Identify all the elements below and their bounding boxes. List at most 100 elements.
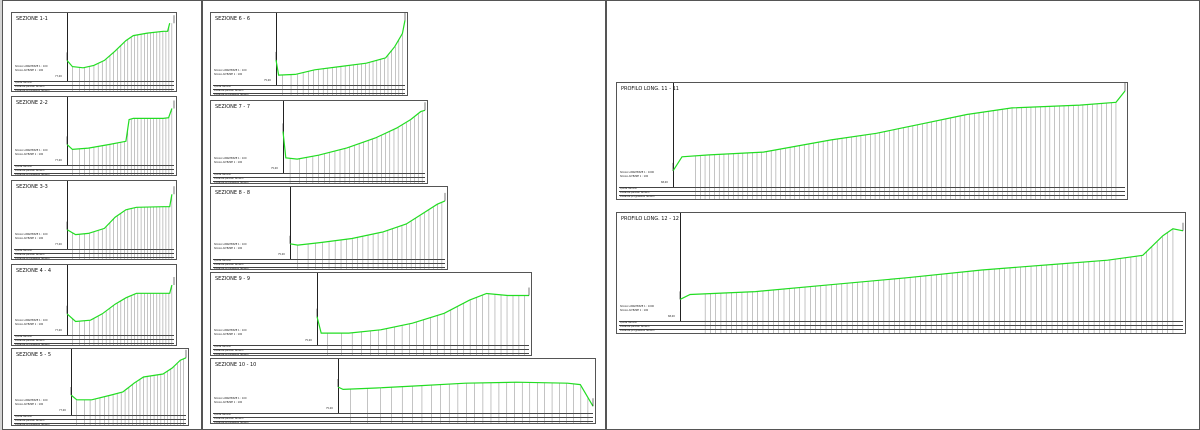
datum-quota-label: 77,00 — [55, 243, 62, 246]
table-rule — [213, 345, 529, 346]
section-frame: PROFILO LONG. 12 - 12 SCALA LUNGHEZZE 1 :… — [616, 212, 1186, 334]
scale-lengths-label: SCALA LUNGHEZZE 1 : 100 — [214, 243, 247, 246]
table-rule — [213, 349, 529, 350]
datum-quota-label: 77,00 — [55, 75, 62, 78]
scale-lengths-label: SCALA LUNGHEZZE 1 : 100 — [214, 397, 247, 400]
scale-lengths-label: SCALA LUNGHEZZE 1 : 100 — [214, 157, 247, 160]
table-row-label: Distanze parziali Terreno — [214, 417, 244, 420]
separator-line — [67, 181, 68, 249]
ground-profile-line — [282, 109, 426, 160]
table-rule — [619, 321, 1183, 322]
section-title: SEZIONE 3-3 — [16, 184, 48, 190]
table-row-label: Distanze parziali Terreno — [214, 263, 244, 266]
scale-heights-label: SCALA ALTEZZE 1 : 100 — [620, 175, 649, 178]
scale-heights-label: SCALA ALTEZZE 1 : 100 — [15, 237, 44, 240]
table-rule — [619, 191, 1125, 192]
table-row-label: Quote Terreno — [214, 413, 231, 416]
datum-quota-label: 68,00 — [661, 181, 668, 184]
separator-line — [67, 13, 68, 81]
section-frame: SEZIONE 2-2 SCALA LUNGHEZZE 1 : 100 SCALA … — [11, 96, 177, 176]
table-rule — [619, 187, 1125, 188]
table-rule — [213, 85, 405, 86]
ground-profile-line — [337, 381, 594, 407]
section-title: SEZIONE 8 - 8 — [215, 190, 251, 196]
datum-quota-label: 77,00 — [55, 159, 62, 162]
section-frame: PROFILO LONG. 11 - 11 SCALA LUNGHEZZE 1 :… — [616, 82, 1128, 200]
table-row-label: Distanze progressive Terreno — [214, 421, 249, 424]
table-row-label: Quote Terreno — [214, 345, 231, 348]
profile-plot — [66, 15, 175, 91]
separator-line — [67, 97, 68, 165]
profile-plot — [70, 349, 187, 425]
table-row-label: Quote Terreno — [620, 321, 637, 324]
section-frame: SEZIONE 6 - 6 SCALA LUNGHEZZE 1 : 100 SCAL… — [210, 12, 408, 96]
section-title: SEZIONE 5 - 5 — [16, 352, 52, 358]
ground-profile-line — [289, 200, 446, 246]
ground-profile-line — [679, 228, 1184, 300]
scale-heights-label: SCALA ALTEZZE 1 : 100 — [15, 153, 44, 156]
scale-lengths-label: SCALA LUNGHEZZE 1 : 1000 — [620, 305, 654, 308]
ground-profile-line — [66, 108, 173, 151]
profile-plot — [66, 186, 175, 259]
section-frame: SEZIONE 1-1 SCALA LUNGHEZZE 1 : 100 SCALA … — [11, 12, 177, 92]
scale-lengths-label: SCALA LUNGHEZZE 1 : 100 — [214, 69, 247, 72]
section-title: PROFILO LONG. 11 - 11 — [621, 86, 679, 92]
profile-plot — [316, 287, 530, 355]
section-title: SEZIONE 9 - 9 — [215, 276, 251, 282]
scale-heights-label: SCALA ALTEZZE 1 : 100 — [15, 403, 44, 406]
table-row-label: Distanze parziali Terreno — [620, 325, 650, 328]
table-row-label: Distanze parziali Terreno — [214, 177, 244, 180]
scale-heights-label: SCALA ALTEZZE 1 : 100 — [15, 323, 44, 326]
table-row-label: Quote Terreno — [620, 187, 637, 190]
table-rule — [213, 417, 593, 418]
table-row-label: Quote Terreno — [15, 335, 32, 338]
scale-lengths-label: SCALA LUNGHEZZE 1 : 100 — [15, 319, 48, 322]
separator-line — [276, 13, 277, 85]
profile-plot — [337, 379, 594, 423]
table-row-label: Distanze parziali Terreno — [214, 89, 244, 92]
scale-lengths-label: SCALA LUNGHEZZE 1 : 100 — [214, 329, 247, 332]
section-title: SEZIONE 6 - 6 — [215, 16, 251, 22]
table-rule — [619, 195, 1125, 196]
ground-profile-line — [66, 23, 171, 69]
scale-heights-label: SCALA ALTEZZE 1 : 100 — [214, 247, 243, 250]
profile-plot — [672, 83, 1126, 199]
profile-plot — [66, 100, 175, 175]
table-rule — [619, 329, 1183, 330]
table-row-label: Distanze progressive Terreno — [15, 257, 50, 260]
section-title: SEZIONE 2-2 — [16, 100, 48, 106]
table-row-label: Distanze progressive Terreno — [15, 423, 50, 426]
table-row-label: Distanze parziali Terreno — [15, 85, 45, 88]
section-frame: SEZIONE 4 - 4 SCALA LUNGHEZZE 1 : 100 SCAL… — [11, 264, 177, 346]
section-frame: SEZIONE 9 - 9 SCALA LUNGHEZZE 1 : 100 SCAL… — [210, 272, 532, 356]
separator-line — [338, 359, 339, 413]
datum-quota-label: 75,00 — [305, 339, 312, 342]
separator-line — [317, 273, 318, 345]
profile-plot — [66, 277, 175, 345]
section-title: SEZIONE 10 - 10 — [215, 362, 257, 368]
profile-plot — [282, 102, 426, 183]
table-row-label: Distanze parziali Terreno — [15, 419, 45, 422]
datum-quota-label: 77,00 — [59, 409, 66, 412]
section-frame: SEZIONE 7 - 7 SCALA LUNGHEZZE 1 : 100 SCAL… — [210, 100, 428, 184]
scale-lengths-label: SCALA LUNGHEZZE 1 : 100 — [15, 149, 48, 152]
table-rule — [213, 173, 425, 174]
table-rule — [213, 413, 593, 414]
table-row-label: Distanze progressive Terreno — [214, 267, 249, 270]
separator-line — [680, 213, 681, 321]
table-row-label: Distanze parziali Terreno — [15, 339, 45, 342]
scale-lengths-label: SCALA LUNGHEZZE 1 : 100 — [15, 399, 48, 402]
datum-quota-label: 75,00 — [264, 79, 271, 82]
separator-line — [71, 349, 72, 415]
separator-line — [290, 187, 291, 259]
ground-profile-line — [316, 292, 529, 334]
ground-profile-line — [66, 194, 173, 236]
table-rule — [619, 325, 1183, 326]
table-row-label: Quote Terreno — [15, 165, 32, 168]
table-row-label: Quote Terreno — [15, 415, 32, 418]
ground-profile-line — [66, 284, 173, 323]
scale-lengths-label: SCALA LUNGHEZZE 1 : 100 — [15, 233, 48, 236]
datum-quota-label: 75,00 — [278, 253, 285, 256]
separator-line — [673, 83, 674, 187]
